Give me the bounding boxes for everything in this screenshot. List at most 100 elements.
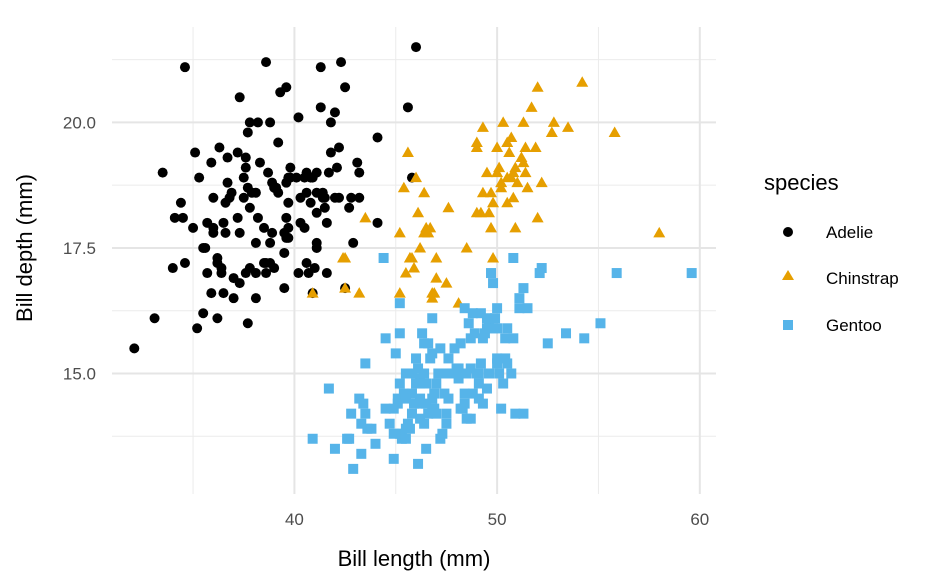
point-gentoo bbox=[447, 368, 458, 379]
point-gentoo bbox=[518, 408, 529, 419]
point-chinstrap bbox=[430, 251, 443, 263]
y-axis-title: Bill depth (mm) bbox=[12, 174, 37, 322]
point-chinstrap bbox=[511, 176, 524, 188]
point-gentoo bbox=[392, 398, 403, 409]
point-gentoo bbox=[500, 333, 511, 344]
point-gentoo bbox=[492, 358, 503, 369]
point-gentoo bbox=[475, 308, 486, 319]
point-gentoo bbox=[409, 398, 419, 409]
point-adelie bbox=[334, 192, 345, 203]
point-adelie bbox=[311, 207, 322, 218]
point-gentoo bbox=[402, 418, 413, 429]
point-adelie bbox=[285, 162, 296, 173]
point-gentoo bbox=[461, 368, 472, 379]
point-adelie bbox=[208, 227, 219, 238]
point-chinstrap bbox=[359, 211, 372, 223]
legend-key-gentoo bbox=[783, 320, 793, 330]
point-gentoo bbox=[439, 388, 450, 399]
point-adelie bbox=[283, 222, 294, 233]
point-adelie bbox=[242, 127, 253, 138]
point-adelie bbox=[208, 192, 219, 203]
point-chinstrap bbox=[397, 181, 410, 193]
point-adelie bbox=[321, 268, 332, 279]
point-gentoo bbox=[481, 313, 492, 324]
point-chinstrap bbox=[519, 166, 532, 178]
point-gentoo bbox=[423, 338, 434, 349]
point-adelie bbox=[263, 167, 274, 178]
point-chinstrap bbox=[509, 161, 522, 173]
point-chinstrap bbox=[339, 282, 352, 293]
point-chinstrap bbox=[482, 206, 495, 218]
point-adelie bbox=[293, 268, 304, 279]
point-adelie bbox=[250, 268, 261, 279]
point-chinstrap bbox=[408, 262, 420, 273]
y-tick-label: 17.5 bbox=[63, 239, 96, 258]
x-tick-label: 50 bbox=[488, 510, 507, 529]
x-tick-label: 40 bbox=[285, 510, 304, 529]
point-chinstrap bbox=[306, 287, 319, 298]
point-gentoo bbox=[459, 388, 470, 399]
point-adelie bbox=[179, 258, 190, 269]
point-gentoo bbox=[415, 373, 426, 384]
point-gentoo bbox=[415, 393, 426, 404]
point-adelie bbox=[206, 157, 217, 168]
point-adelie bbox=[311, 167, 322, 178]
point-gentoo bbox=[433, 368, 444, 379]
x-axis-title: Bill length (mm) bbox=[338, 546, 491, 571]
point-adelie bbox=[311, 242, 322, 253]
point-adelie bbox=[279, 247, 290, 258]
point-gentoo bbox=[469, 328, 480, 339]
point-gentoo bbox=[467, 388, 478, 399]
point-gentoo bbox=[492, 353, 503, 364]
point-adelie bbox=[234, 278, 245, 289]
point-gentoo bbox=[455, 338, 466, 349]
point-gentoo bbox=[510, 408, 521, 419]
point-adelie bbox=[238, 192, 249, 203]
point-adelie bbox=[321, 217, 332, 228]
legend-key-chinstrap bbox=[782, 270, 794, 280]
point-gentoo bbox=[400, 433, 411, 444]
point-chinstrap bbox=[393, 287, 406, 298]
y-tick-label: 15.0 bbox=[63, 364, 96, 383]
point-gentoo bbox=[486, 268, 497, 279]
point-gentoo bbox=[514, 303, 525, 314]
point-gentoo bbox=[611, 268, 622, 279]
point-gentoo bbox=[477, 333, 488, 344]
point-adelie bbox=[250, 293, 261, 304]
point-gentoo bbox=[348, 463, 359, 474]
point-chinstrap bbox=[521, 181, 534, 193]
point-adelie bbox=[273, 187, 284, 198]
point-adelie bbox=[372, 217, 383, 228]
point-chinstrap bbox=[531, 81, 544, 92]
point-gentoo bbox=[437, 428, 448, 439]
point-adelie bbox=[299, 222, 310, 233]
point-gentoo bbox=[380, 333, 391, 344]
point-adelie bbox=[149, 313, 160, 324]
point-adelie bbox=[301, 258, 312, 269]
point-adelie bbox=[309, 263, 320, 274]
point-gentoo bbox=[561, 328, 572, 339]
point-adelie bbox=[244, 117, 255, 128]
point-chinstrap bbox=[480, 166, 493, 178]
point-gentoo bbox=[435, 433, 446, 444]
point-gentoo bbox=[536, 263, 547, 274]
point-gentoo bbox=[502, 323, 513, 334]
point-adelie bbox=[293, 112, 304, 123]
point-gentoo bbox=[390, 348, 401, 359]
point-chinstrap bbox=[505, 131, 518, 142]
point-chinstrap bbox=[507, 191, 520, 203]
point-chinstrap bbox=[485, 221, 498, 233]
point-gentoo bbox=[483, 318, 494, 329]
point-adelie bbox=[218, 217, 229, 228]
point-gentoo bbox=[415, 398, 426, 409]
point-adelie bbox=[259, 222, 270, 233]
point-gentoo bbox=[518, 283, 529, 294]
point-adelie bbox=[244, 202, 255, 213]
point-gentoo bbox=[465, 363, 476, 374]
point-gentoo bbox=[441, 408, 452, 419]
point-gentoo bbox=[417, 328, 428, 339]
point-gentoo bbox=[394, 298, 405, 309]
point-adelie bbox=[240, 152, 251, 163]
point-gentoo bbox=[366, 423, 377, 434]
data-points bbox=[129, 42, 697, 474]
